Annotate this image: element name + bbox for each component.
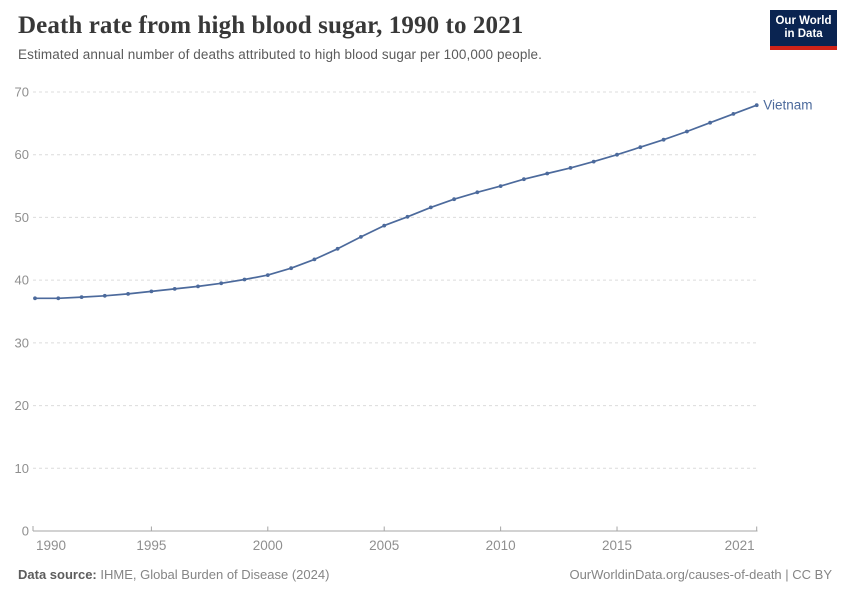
owid-logo-line2: in Data [784, 28, 823, 40]
series-end-label[interactable]: Vietnam [763, 98, 812, 113]
data-point-marker [522, 177, 526, 182]
page-title: Death rate from high blood sugar, 1990 t… [18, 12, 524, 39]
line-chart: 0 10 20 30 40 50 60 70 1990 1995 2000 2005 2010 2015 2… [0, 80, 850, 560]
data-point-marker [708, 120, 712, 125]
y-tick-label: 40 [15, 273, 29, 288]
chart-footer: Data source: IHME, Global Burden of Dise… [18, 567, 832, 582]
data-point-marker [428, 205, 433, 210]
data-point-marker [685, 129, 689, 134]
data-point-marker [196, 284, 200, 289]
series-line [35, 104, 757, 300]
data-point-marker [312, 257, 317, 262]
data-point-marker [102, 293, 107, 298]
data-point-marker [731, 112, 736, 116]
data-point-marker [126, 292, 130, 296]
x-tick-label: 1990 [36, 538, 66, 553]
y-tick-label: 30 [15, 335, 29, 350]
data-point-marker [335, 246, 340, 251]
data-point-marker [79, 295, 84, 299]
x-tick-label: 1995 [136, 538, 166, 553]
data-point-marker [498, 184, 503, 188]
y-tick-label: 60 [15, 147, 29, 162]
data-point-marker [289, 266, 293, 271]
x-tick-label: 2005 [369, 538, 399, 553]
data-point-marker [33, 296, 37, 301]
y-tick-label: 0 [22, 524, 29, 539]
owid-logo[interactable]: Our World in Data [770, 10, 837, 50]
y-tick-label: 10 [15, 461, 29, 476]
chart-header: Death rate from high blood sugar, 1990 t… [18, 12, 758, 62]
x-tick-label: 2000 [253, 538, 283, 553]
data-point-marker [475, 190, 480, 195]
data-point-marker [382, 223, 387, 228]
data-source-value[interactable]: IHME, Global Burden of Disease (2024) [100, 567, 330, 582]
chart-svg: 0 10 20 30 40 50 60 70 1990 1995 2000 2005 2010 2015 2… [15, 85, 813, 554]
y-tick-label: 20 [15, 398, 29, 413]
data-point-marker [149, 289, 154, 294]
data-point-marker [359, 235, 363, 239]
data-point-marker [452, 197, 456, 202]
data-point-marker [265, 273, 270, 277]
y-tick-label: 50 [15, 210, 29, 225]
data-point-marker [405, 214, 410, 219]
data-point-marker [615, 152, 619, 157]
x-tick-label: 2021 [725, 538, 755, 553]
data-point-marker [661, 137, 666, 142]
owid-logo-line1: Our World [775, 15, 832, 27]
x-tick-label: 2010 [486, 538, 516, 553]
data-point-marker [172, 287, 177, 291]
data-point-marker [56, 296, 61, 301]
data-source: Data source: IHME, Global Burden of Dise… [18, 567, 329, 582]
data-source-label: Data source: [18, 567, 97, 582]
data-point-marker [754, 103, 759, 108]
credit-link[interactable]: OurWorldinData.org/causes-of-death | CC … [569, 567, 832, 582]
data-point-marker [219, 281, 224, 286]
data-point-marker [545, 171, 550, 176]
x-tick-label: 2015 [602, 538, 632, 553]
y-tick-label: 70 [15, 85, 29, 100]
data-point-marker [568, 166, 573, 170]
data-point-marker [591, 159, 596, 164]
data-point-marker [638, 145, 643, 150]
data-point-marker [242, 277, 247, 282]
chart-subtitle: Estimated annual number of deaths attrib… [18, 47, 543, 62]
